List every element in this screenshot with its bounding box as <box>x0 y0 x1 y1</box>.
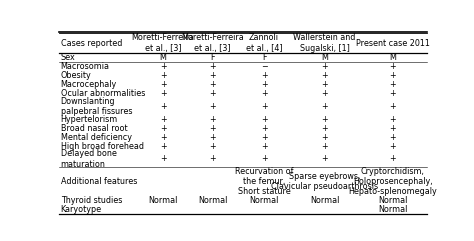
Text: +: + <box>261 89 267 98</box>
Text: +: + <box>160 133 166 142</box>
Text: Normal: Normal <box>310 196 339 205</box>
Text: Macrocephaly: Macrocephaly <box>61 80 117 89</box>
Text: M: M <box>160 53 166 62</box>
Text: +: + <box>321 142 328 151</box>
Text: Wallerstein and
Sugalski, [1]: Wallerstein and Sugalski, [1] <box>293 33 356 53</box>
Text: +: + <box>321 62 328 71</box>
Text: Normal: Normal <box>148 196 178 205</box>
Text: +: + <box>261 102 267 111</box>
Text: +: + <box>321 124 328 133</box>
Text: +: + <box>321 133 328 142</box>
Text: F: F <box>262 53 266 62</box>
Text: +: + <box>210 62 216 71</box>
Text: +: + <box>261 142 267 151</box>
Text: +: + <box>389 62 396 71</box>
Text: Recurvation of
the femur,
Short stature: Recurvation of the femur, Short stature <box>235 167 293 196</box>
Text: +: + <box>210 71 216 80</box>
Text: +: + <box>321 154 328 163</box>
Text: Thyroid studies: Thyroid studies <box>61 196 122 205</box>
Text: +: + <box>389 115 396 124</box>
Text: +: + <box>160 102 166 111</box>
Text: Normal: Normal <box>198 196 228 205</box>
Text: −: − <box>261 62 267 71</box>
Text: +: + <box>389 154 396 163</box>
Text: +: + <box>160 71 166 80</box>
Text: +: + <box>389 133 396 142</box>
Text: Cases reported: Cases reported <box>61 39 122 48</box>
Text: +: + <box>210 115 216 124</box>
Text: Hypertelorism: Hypertelorism <box>61 115 118 124</box>
Text: +: + <box>261 124 267 133</box>
Text: +: + <box>389 142 396 151</box>
Text: Zannoli
et al., [4]: Zannoli et al., [4] <box>246 33 283 53</box>
Text: +: + <box>321 71 328 80</box>
Text: Sparse eyebrows,
Clavicular pseudoarthrosis: Sparse eyebrows, Clavicular pseudoarthro… <box>271 172 378 191</box>
Text: +: + <box>210 142 216 151</box>
Text: +: + <box>261 71 267 80</box>
Text: +: + <box>210 124 216 133</box>
Text: Present case 2011: Present case 2011 <box>356 39 429 48</box>
Text: +: + <box>210 80 216 89</box>
Text: +: + <box>321 115 328 124</box>
Text: +: + <box>160 154 166 163</box>
Text: +: + <box>160 80 166 89</box>
Text: +: + <box>210 89 216 98</box>
Text: +: + <box>261 133 267 142</box>
Text: +: + <box>261 80 267 89</box>
Text: +: + <box>261 115 267 124</box>
Text: +: + <box>210 133 216 142</box>
Text: +: + <box>321 89 328 98</box>
Text: +: + <box>160 124 166 133</box>
Text: +: + <box>160 89 166 98</box>
Text: Normal: Normal <box>249 196 279 205</box>
Text: Delayed bone
maturation: Delayed bone maturation <box>61 149 117 169</box>
Text: Normal: Normal <box>378 205 407 214</box>
Text: +: + <box>160 142 166 151</box>
Text: M: M <box>389 53 396 62</box>
Text: Moretti-Ferreira
et al., [3]: Moretti-Ferreira et al., [3] <box>181 33 244 53</box>
Text: +: + <box>210 154 216 163</box>
Text: High broad forehead: High broad forehead <box>61 142 144 151</box>
Text: Karyotype: Karyotype <box>61 205 102 214</box>
Text: +: + <box>160 115 166 124</box>
Text: Normal: Normal <box>378 196 407 205</box>
Text: +: + <box>321 80 328 89</box>
Text: Ocular abnormalities: Ocular abnormalities <box>61 89 145 98</box>
Text: +: + <box>389 89 396 98</box>
Text: +: + <box>389 71 396 80</box>
Text: Sex: Sex <box>61 53 75 62</box>
Text: Downslanting
palpebral fissures: Downslanting palpebral fissures <box>61 97 132 116</box>
Text: Macrosomia: Macrosomia <box>61 62 109 71</box>
Text: Broad nasal root: Broad nasal root <box>61 124 128 133</box>
Text: F: F <box>210 53 215 62</box>
Text: Additional features: Additional features <box>61 177 137 186</box>
Text: M: M <box>321 53 328 62</box>
Text: +: + <box>210 102 216 111</box>
Text: Obesity: Obesity <box>61 71 91 80</box>
Text: Cryptorchidism,
Holoprosencephaly,
Hepato-splenomegaly: Cryptorchidism, Holoprosencephaly, Hepat… <box>348 167 437 196</box>
Text: +: + <box>160 62 166 71</box>
Text: +: + <box>261 154 267 163</box>
Text: Moretti-Ferreira
et al., [3]: Moretti-Ferreira et al., [3] <box>132 33 194 53</box>
Text: +: + <box>389 124 396 133</box>
Text: Mental deficiency: Mental deficiency <box>61 133 132 142</box>
Text: +: + <box>389 102 396 111</box>
Text: +: + <box>389 80 396 89</box>
Text: +: + <box>321 102 328 111</box>
